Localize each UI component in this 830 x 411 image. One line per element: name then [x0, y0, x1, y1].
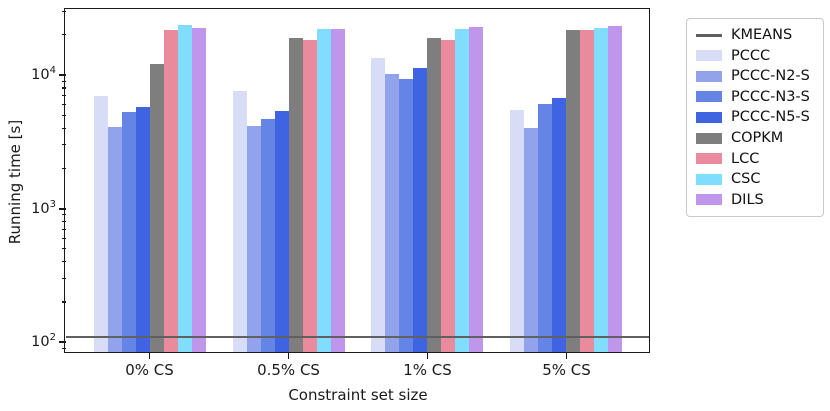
- y-axis-minor-tick: [62, 228, 66, 230]
- legend-patch-swatch: [696, 153, 722, 165]
- legend-item-PCCC-N2-S: PCCC-N2-S: [696, 66, 814, 86]
- y-axis-minor-tick: [62, 127, 66, 129]
- bar-DILS: [608, 25, 623, 353]
- y-axis-minor-tick: [62, 95, 66, 97]
- x-axis-tick: [287, 353, 290, 359]
- y-axis-tick-label: 102: [31, 332, 56, 351]
- bar-DILS: [330, 28, 345, 353]
- legend-label: PCCC-N5-S: [731, 109, 810, 126]
- y-axis-minor-tick: [62, 80, 66, 82]
- legend-item-PCCC: PCCC: [696, 46, 814, 66]
- legend-label: PCCC-N2-S: [731, 68, 810, 85]
- x-axis-tick-label: 5% CS: [542, 361, 591, 379]
- bar-COPKM: [566, 30, 581, 353]
- legend-label: LCC: [731, 150, 760, 167]
- legend-label: DILS: [731, 191, 764, 208]
- legend-item-DILS: DILS: [696, 190, 814, 210]
- y-axis-minor-tick: [62, 34, 66, 36]
- legend-box: KMEANS PCCC PCCC-N2-S PCCC-N3-S PCCC-N5-S COP…: [686, 18, 824, 217]
- y-axis-minor-tick: [62, 277, 66, 280]
- y-axis-minor-tick: [62, 220, 66, 223]
- bar-PCCC-N5-S: [552, 98, 567, 353]
- bar-PCCC: [510, 109, 525, 353]
- y-axis-minor-tick: [62, 347, 66, 349]
- y-axis-minor-tick: [62, 10, 66, 12]
- bar-PCCC-N3-S: [538, 103, 553, 353]
- bar-DILS: [191, 27, 206, 353]
- legend-patch-swatch: [696, 132, 722, 144]
- bar-PCCC-N2-S: [385, 74, 400, 353]
- x-axis-tick-label: 1% CS: [403, 361, 452, 379]
- bar-LCC: [580, 30, 595, 353]
- bar-LCC: [441, 40, 456, 353]
- x-axis-tick: [148, 353, 151, 359]
- y-axis-major-tick: [59, 74, 66, 76]
- y-axis-minor-tick: [62, 87, 66, 89]
- legend-label: PCCC: [731, 47, 771, 64]
- bar-PCCC-N2-S: [107, 126, 122, 353]
- y-axis-minor-tick: [62, 144, 66, 146]
- y-axis-minor-tick: [62, 248, 66, 250]
- bar-PCCC-N3-S: [121, 111, 136, 353]
- x-axis-tick: [426, 353, 429, 359]
- bar-PCCC-N5-S: [135, 107, 150, 353]
- legend-patch-swatch: [696, 173, 722, 185]
- y-axis-minor-tick: [62, 114, 66, 116]
- y-axis-major-tick: [59, 341, 66, 344]
- legend-patch-swatch: [696, 194, 722, 206]
- y-axis-minor-tick: [62, 237, 66, 239]
- bar-CSC: [177, 25, 192, 353]
- x-axis-tick-label: 0% CS: [125, 361, 174, 379]
- y-axis-tick-label: 103: [31, 198, 56, 217]
- y-axis-minor-tick: [62, 301, 66, 303]
- y-axis-minor-tick: [62, 167, 66, 169]
- legend-item-COPKM: COPKM: [696, 128, 814, 148]
- bar-LCC: [163, 30, 178, 353]
- y-axis-minor-tick: [62, 214, 66, 216]
- bar-CSC: [455, 29, 470, 353]
- x-axis-tick-label: 0.5% CS: [257, 361, 320, 379]
- bar-COPKM: [427, 38, 442, 353]
- bar-CSC: [594, 27, 609, 353]
- legend-item-KMEANS: KMEANS: [696, 25, 814, 45]
- legend-patch-swatch: [696, 111, 722, 123]
- bar-PCCC-N2-S: [246, 126, 261, 353]
- legend-label: KMEANS: [731, 27, 793, 44]
- legend-patch-swatch: [696, 50, 722, 62]
- x-axis-tick: [565, 353, 568, 359]
- y-axis-tick-label: 104: [31, 65, 56, 83]
- legend-label: PCCC-N3-S: [731, 88, 810, 105]
- legend-item-PCCC-N3-S: PCCC-N3-S: [696, 87, 814, 107]
- bar-PCCC-N3-S: [399, 79, 414, 353]
- legend-item-PCCC-N5-S: PCCC-N5-S: [696, 107, 814, 127]
- bar-PCCC-N5-S: [274, 110, 289, 353]
- legend-patch-swatch: [696, 70, 722, 82]
- bar-COPKM: [288, 37, 303, 353]
- y-axis-minor-tick: [62, 261, 66, 263]
- legend-patch-swatch: [696, 91, 722, 103]
- bar-COPKM: [149, 64, 164, 353]
- bar-DILS: [469, 27, 484, 353]
- x-axis-label: Constraint set size: [288, 386, 428, 404]
- y-axis-major-tick: [59, 207, 66, 210]
- y-axis-minor-tick: [62, 104, 66, 106]
- kmeans-reference-line: [66, 335, 650, 338]
- bar-PCCC: [93, 95, 108, 353]
- bar-PCCC-N5-S: [413, 68, 428, 353]
- bar-LCC: [302, 40, 317, 353]
- legend-label: CSC: [731, 171, 761, 188]
- bar-PCCC: [371, 57, 386, 353]
- legend-item-CSC: CSC: [696, 169, 814, 189]
- bar-PCCC: [232, 90, 247, 353]
- bar-PCCC-N2-S: [524, 128, 539, 353]
- legend-label: COPKM: [731, 130, 784, 146]
- bar-PCCC-N3-S: [260, 118, 275, 353]
- y-axis-label: Running time [s]: [6, 119, 24, 244]
- bar-CSC: [316, 29, 331, 353]
- legend-item-LCC: LCC: [696, 149, 814, 169]
- legend-line-swatch: [696, 33, 722, 37]
